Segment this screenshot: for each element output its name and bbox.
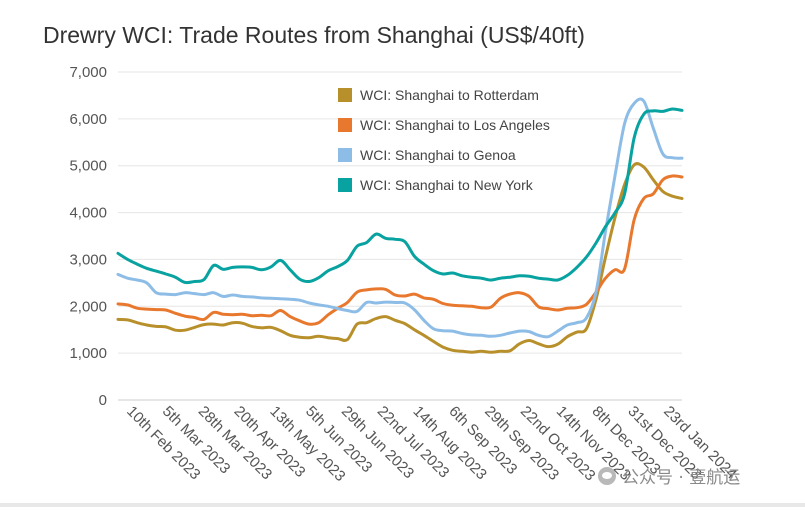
chart-title: Drewry WCI: Trade Routes from Shanghai (… [43,22,585,48]
y-tick-label: 4,000 [69,205,107,222]
y-tick-label: 0 [99,392,107,409]
y-tick-label: 1,000 [69,345,107,362]
y-tick-label: 3,000 [69,251,107,268]
legend-label: WCI: Shanghai to Genoa [360,147,516,163]
legend-swatch [338,118,352,132]
legend-swatch [338,148,352,162]
series-line-4 [116,107,684,285]
legend-label: WCI: Shanghai to Los Angeles [360,117,550,133]
watermark: 公众号 · 壹航运 [598,463,740,488]
bottom-divider [0,503,805,507]
watermark-text: 公众号 · 壹航运 [622,468,741,488]
legend-swatch [338,178,352,192]
legend-label: WCI: Shanghai to Rotterdam [360,87,539,103]
y-tick-label: 5,000 [69,158,107,175]
series-line-3 [116,97,684,339]
legend-swatch [338,88,352,102]
legend-label: WCI: Shanghai to New York [360,177,534,193]
y-tick-label: 6,000 [69,111,107,128]
y-tick-label: 7,000 [69,64,107,81]
series-line-2 [116,174,684,326]
wechat-icon [598,466,616,485]
y-tick-label: 2,000 [69,298,107,315]
series-line-1 [116,162,684,354]
